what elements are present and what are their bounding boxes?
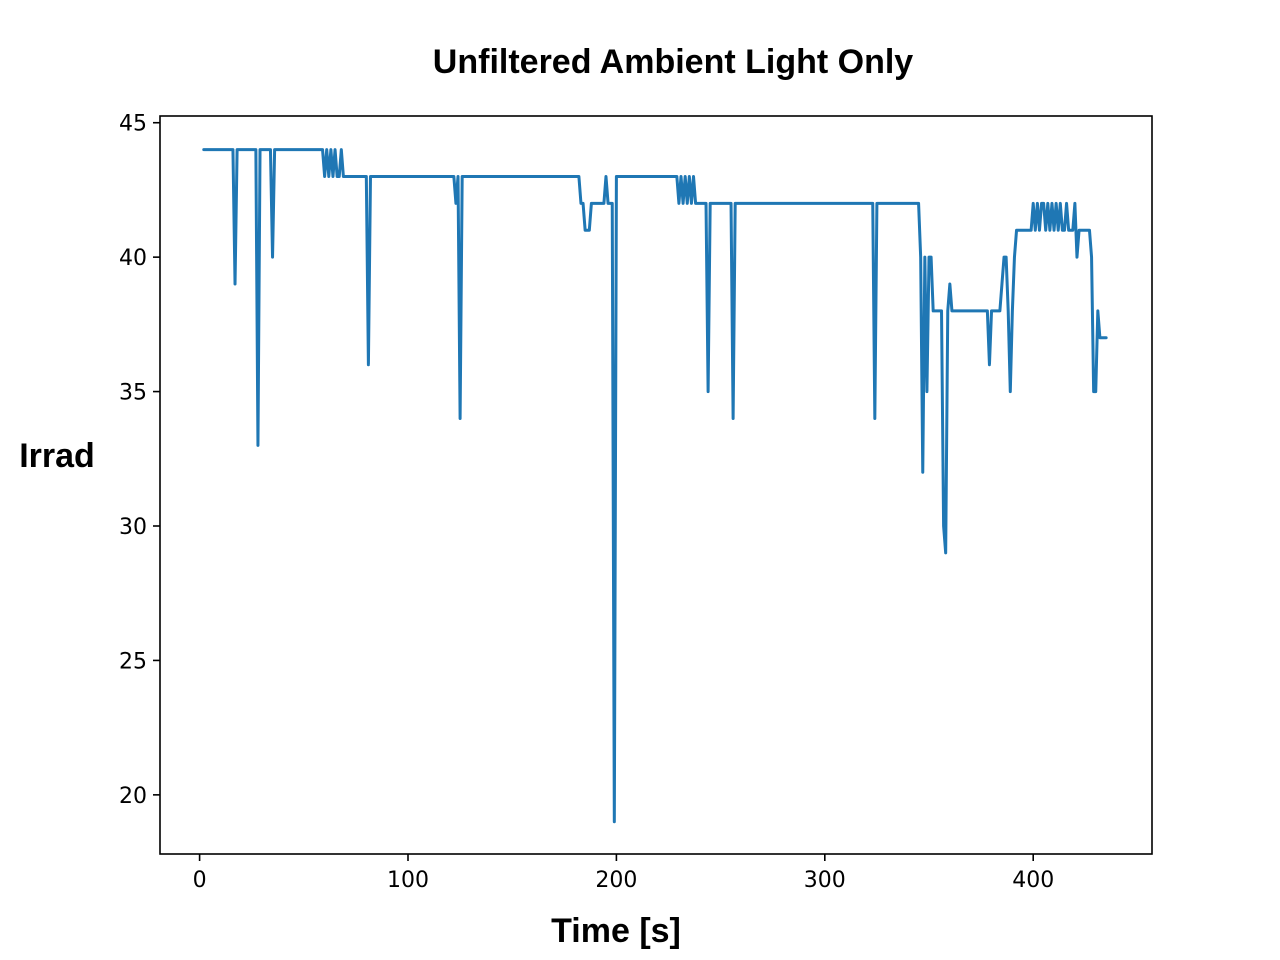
series-line-irrad — [202, 148, 1108, 824]
x-tick-label: 100 — [387, 868, 429, 893]
y-axis-label: Irrad — [19, 437, 95, 475]
y-tick-label: 30 — [119, 515, 147, 540]
x-axis-label: Time [s] — [551, 912, 681, 950]
y-tick-label: 25 — [119, 649, 147, 674]
x-tick-label: 400 — [1012, 868, 1054, 893]
plot-area-frame — [159, 115, 1153, 855]
x-tick-label: 200 — [595, 868, 637, 893]
x-tick-label: 0 — [193, 868, 207, 893]
x-tick-label: 300 — [804, 868, 846, 893]
y-axis: 20 25 30 35 40 45 — [119, 112, 160, 809]
chart-title: Unfiltered Ambient Light Only — [433, 43, 913, 81]
y-tick-label: 40 — [119, 246, 147, 271]
y-tick-label: 20 — [119, 784, 147, 809]
y-tick-label: 35 — [119, 381, 147, 406]
y-tick-label: 45 — [119, 112, 147, 137]
x-axis: 0 100 200 300 400 — [193, 854, 1054, 893]
series-layer — [202, 148, 1108, 824]
